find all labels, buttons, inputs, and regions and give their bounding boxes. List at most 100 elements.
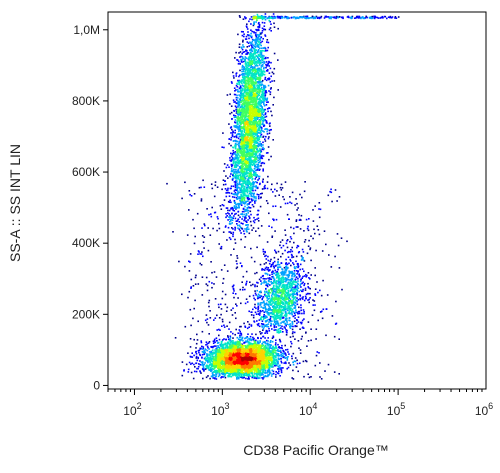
event-point	[277, 273, 279, 275]
event-point	[241, 61, 243, 63]
event-point	[241, 147, 244, 150]
event-point	[247, 212, 249, 214]
event-point	[256, 55, 259, 58]
event-point	[301, 256, 303, 258]
event-point	[293, 297, 295, 299]
event-point	[243, 194, 246, 197]
event-point	[270, 155, 272, 158]
event-point	[243, 91, 246, 94]
event-point	[258, 161, 260, 164]
event-point	[253, 21, 255, 23]
event-point	[264, 95, 266, 97]
event-point	[260, 84, 262, 86]
event-point	[262, 120, 265, 122]
event-point	[236, 86, 239, 88]
event-point	[240, 93, 242, 95]
event-point	[273, 290, 276, 293]
event-point	[256, 218, 258, 220]
event-point	[242, 110, 245, 113]
event-point	[252, 81, 255, 83]
event-point	[245, 201, 247, 204]
event-point	[241, 168, 244, 171]
event-point	[260, 295, 263, 297]
event-point	[249, 137, 252, 139]
event-point	[275, 300, 278, 303]
event-point	[264, 119, 266, 121]
event-point	[249, 182, 252, 185]
event-point	[298, 290, 301, 293]
event-point	[267, 101, 269, 103]
event-point	[278, 304, 280, 307]
event-point	[226, 164, 229, 166]
event-point	[243, 73, 246, 75]
event-point	[256, 98, 259, 100]
event-point	[245, 146, 247, 149]
event-point	[275, 314, 278, 316]
event-point	[252, 316, 255, 319]
event-point	[254, 285, 256, 288]
event-point	[236, 164, 238, 166]
event-point	[291, 313, 293, 316]
event-point	[295, 285, 297, 287]
event-point	[254, 46, 257, 48]
event-point	[252, 54, 255, 57]
event-point	[259, 157, 262, 160]
event-point	[230, 232, 232, 234]
event-point	[260, 157, 262, 159]
event-point	[245, 112, 248, 114]
event-point	[261, 154, 263, 157]
event-point	[252, 156, 255, 158]
event-point	[252, 145, 254, 147]
event-point	[260, 302, 263, 304]
event-point	[236, 178, 239, 180]
event-point	[225, 213, 227, 215]
event-point	[256, 163, 258, 166]
event-point	[275, 311, 277, 313]
event-point	[235, 96, 238, 99]
events-layer	[166, 13, 400, 380]
event-point	[244, 119, 247, 122]
event-point	[264, 315, 266, 317]
event-point	[265, 135, 267, 138]
event-point	[250, 189, 252, 192]
event-point	[251, 114, 254, 116]
event-point	[254, 161, 256, 163]
event-point	[257, 123, 260, 126]
event-point	[240, 204, 243, 206]
event-point	[259, 156, 261, 159]
event-point	[257, 293, 260, 296]
event-point	[256, 181, 258, 184]
event-point	[244, 138, 246, 140]
event-point	[253, 48, 256, 50]
event-point	[234, 90, 236, 92]
event-point	[250, 195, 253, 198]
event-point	[245, 173, 247, 175]
event-point	[277, 299, 280, 302]
event-point	[230, 218, 233, 221]
event-point	[246, 118, 248, 120]
event-point	[245, 109, 248, 112]
event-point	[260, 156, 263, 158]
event-point	[232, 193, 235, 195]
event-point	[242, 289, 244, 291]
event-point	[237, 183, 240, 186]
event-point	[251, 41, 254, 43]
event-point	[234, 229, 236, 231]
event-point	[246, 119, 248, 121]
event-point	[241, 167, 244, 169]
event-point	[267, 295, 270, 297]
event-point	[255, 175, 258, 177]
event-point	[238, 82, 241, 84]
event-point	[247, 95, 250, 97]
event-point	[255, 110, 257, 112]
event-point	[253, 147, 256, 150]
event-point	[249, 147, 252, 150]
event-point	[257, 163, 260, 166]
event-point	[246, 166, 248, 168]
event-point	[250, 143, 252, 145]
event-point	[287, 293, 290, 296]
event-point	[262, 300, 265, 303]
event-point	[254, 34, 257, 36]
event-point	[262, 102, 265, 104]
event-point	[244, 160, 246, 163]
